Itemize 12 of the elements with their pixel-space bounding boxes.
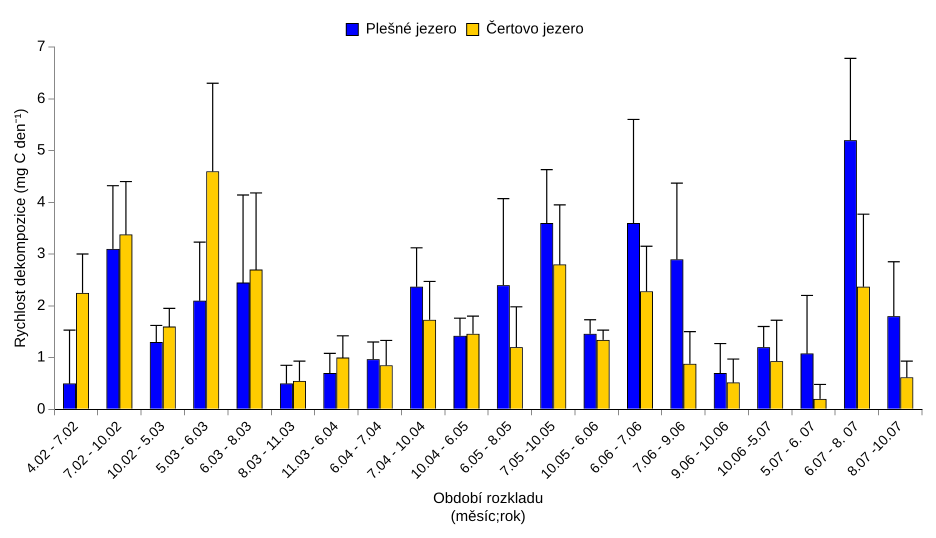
y-tick-label: 1 xyxy=(37,348,46,366)
y-tick-label: 0 xyxy=(37,400,46,418)
y-tick-label: 7 xyxy=(37,38,46,56)
legend-label: Čertovo jezero xyxy=(486,20,584,38)
y-tick-label: 4 xyxy=(37,193,46,210)
y-tick-label: 3 xyxy=(37,245,46,262)
y-tick-label: 5 xyxy=(37,142,46,159)
y-tick-label: 6 xyxy=(37,90,46,107)
y-tick-label: 2 xyxy=(37,296,46,314)
y-axis-title: Rychlost dekompozice (mg C den⁻¹) xyxy=(12,108,30,348)
legend-label: Plešné jezero xyxy=(366,20,457,38)
x-axis-title: Období rozkladu (měsíc;rok) xyxy=(433,490,544,526)
